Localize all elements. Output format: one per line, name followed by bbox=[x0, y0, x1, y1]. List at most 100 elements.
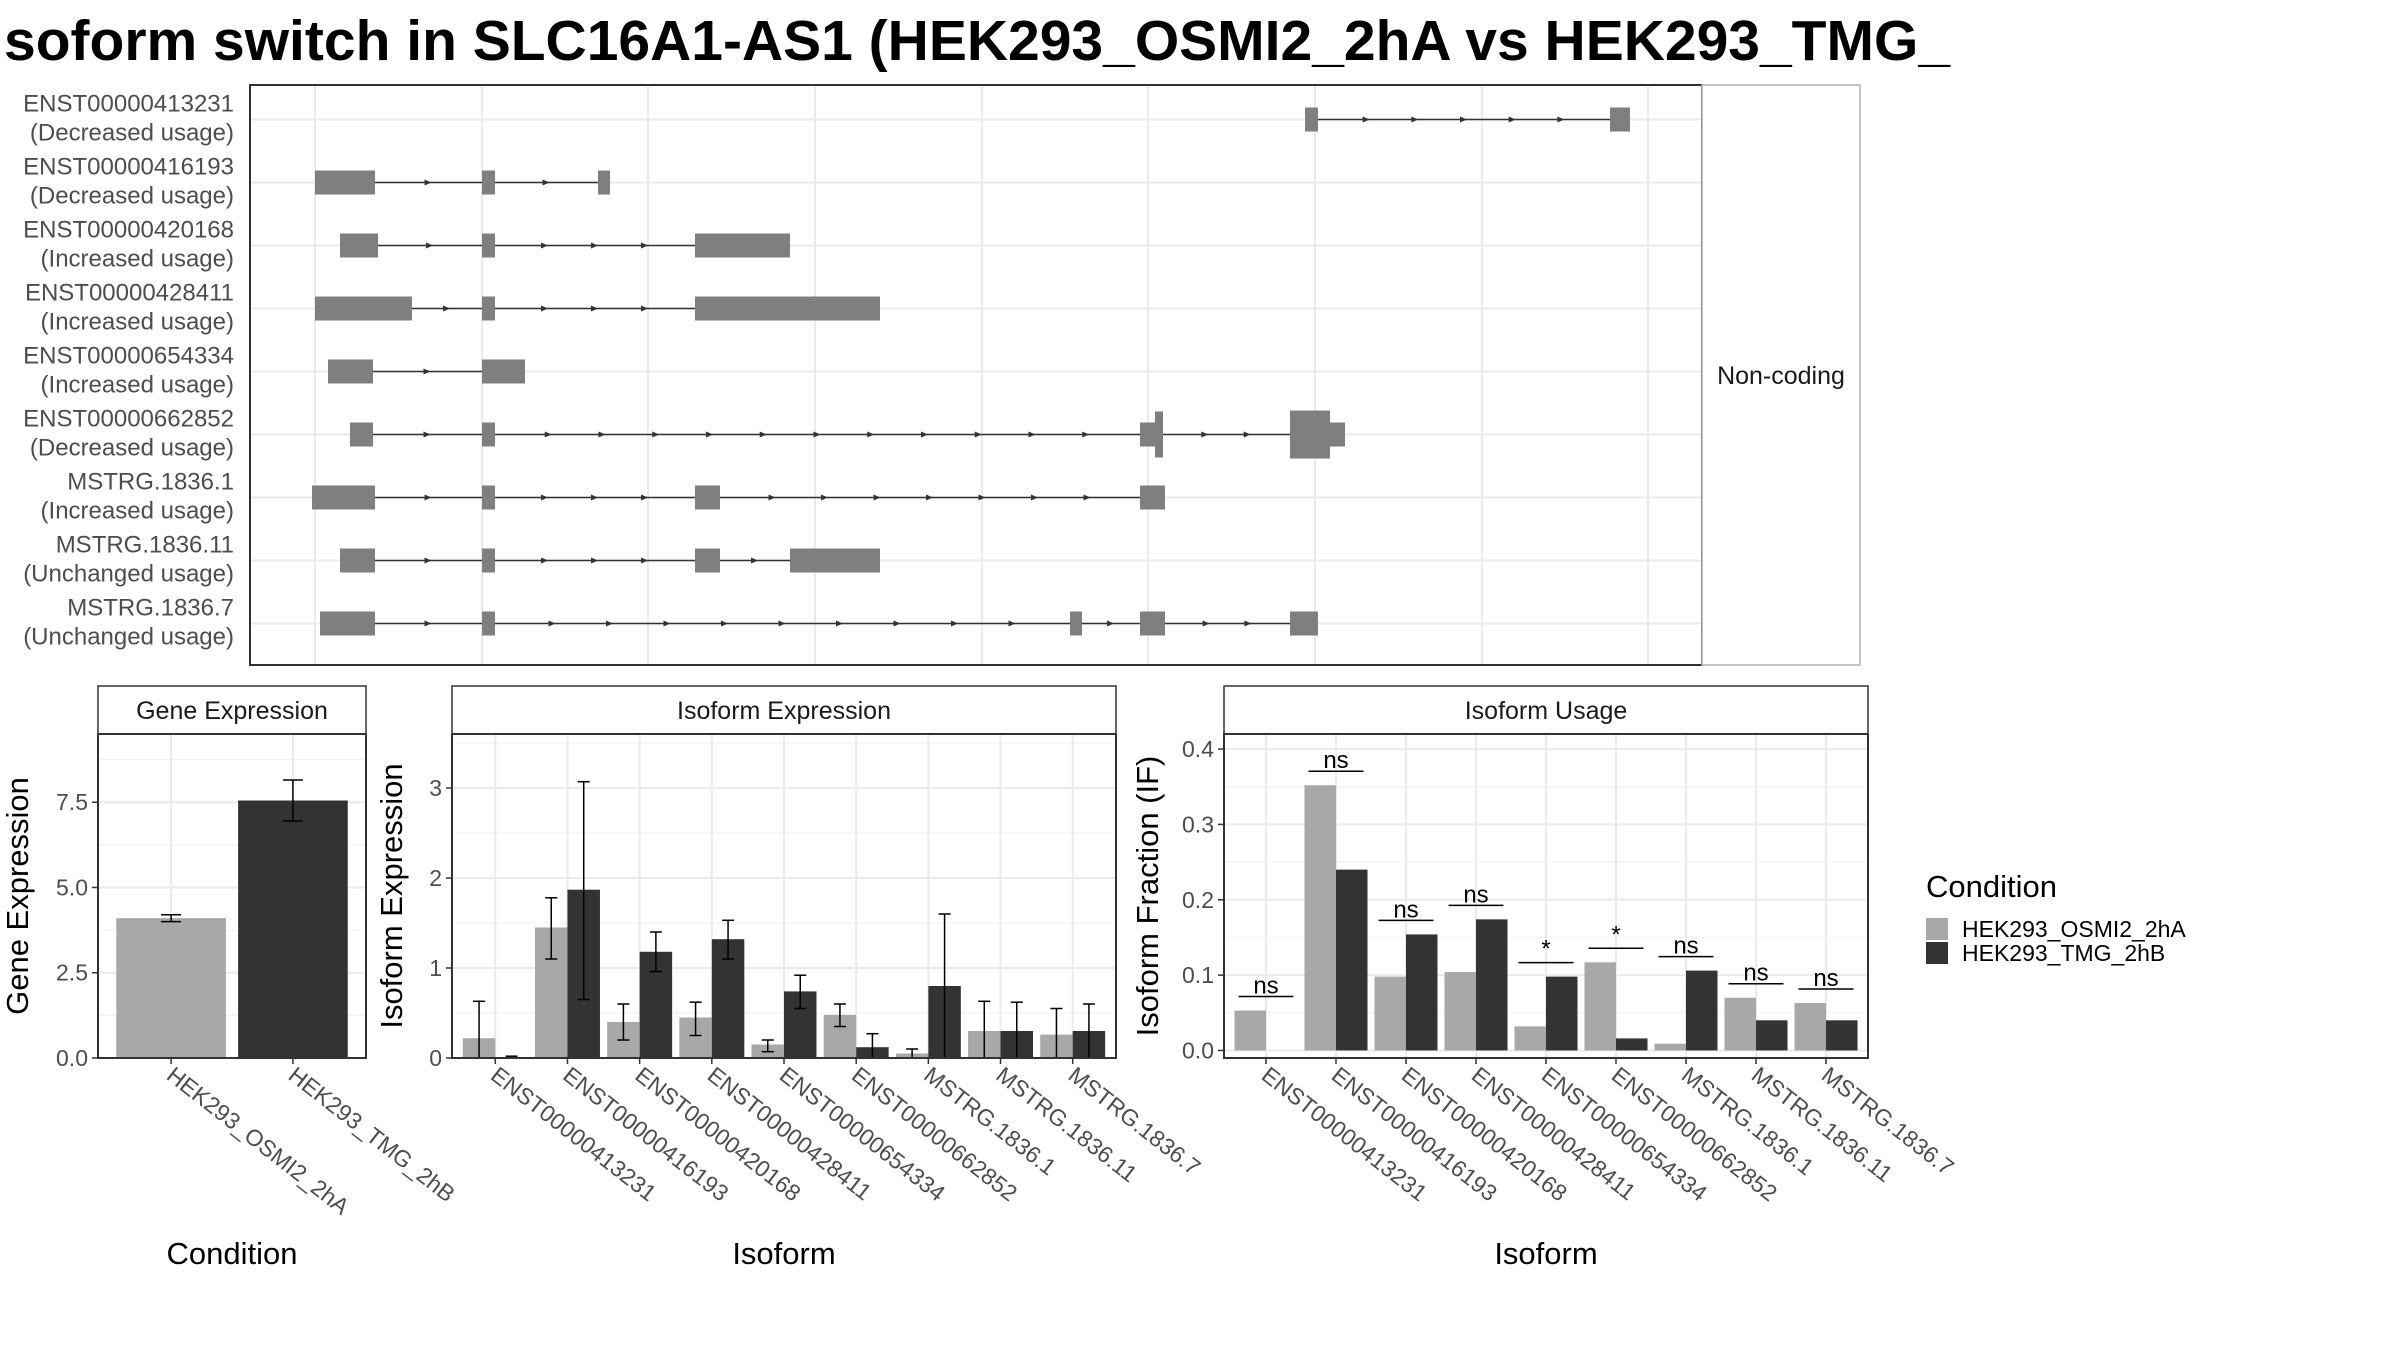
transcript-usage-label: (Increased usage) bbox=[41, 246, 234, 273]
strand-arrow bbox=[873, 494, 881, 501]
transcript-usage-label: (Decreased usage) bbox=[30, 183, 234, 210]
strand-arrow bbox=[1557, 116, 1565, 123]
transcript-usage-label: (Increased usage) bbox=[41, 372, 234, 399]
strand-arrow bbox=[1083, 494, 1091, 501]
transcript-row: MSTRG.1836.7(Unchanged usage) bbox=[23, 595, 1318, 651]
legend-swatch-tmg bbox=[1926, 942, 1948, 964]
y-tick-label: 2.5 bbox=[56, 960, 88, 986]
strand-arrow bbox=[1508, 116, 1516, 123]
figure-title: soform switch in SLC16A1-AS1 (HEK293_OSM… bbox=[4, 9, 1951, 73]
y-tick-label: 0.3 bbox=[1182, 811, 1214, 837]
transcript-usage-label: (Increased usage) bbox=[41, 498, 234, 525]
exon bbox=[328, 359, 373, 384]
strand-arrow bbox=[424, 557, 432, 564]
legend-label-tmg: HEK293_TMG_2hB bbox=[1962, 940, 2165, 966]
transcript-structure-panel: ENST00000413231(Decreased usage)ENST0000… bbox=[23, 84, 1861, 666]
exon bbox=[315, 170, 375, 195]
strand-arrow bbox=[591, 305, 598, 312]
exon bbox=[790, 548, 880, 573]
transcript-id-label: ENST00000416193 bbox=[23, 154, 234, 181]
x-axis-title: Isoform bbox=[1494, 1236, 1597, 1271]
y-tick-label: 0 bbox=[429, 1045, 442, 1071]
exon bbox=[695, 233, 790, 258]
exon bbox=[1330, 422, 1345, 447]
strand-arrow bbox=[821, 494, 828, 501]
transcript-id-label: MSTRG.1836.7 bbox=[67, 595, 234, 622]
panel-strip-title: Isoform Expression bbox=[677, 697, 891, 725]
strand-arrow bbox=[1460, 116, 1467, 123]
bar-osmi bbox=[1234, 1010, 1266, 1051]
exon bbox=[1290, 410, 1330, 459]
strand-arrow bbox=[424, 620, 432, 627]
strand-arrow bbox=[541, 557, 548, 564]
strand-arrow bbox=[721, 620, 728, 627]
isoform-usage-panel: Isoform Usage0.00.10.20.30.4nsENST000004… bbox=[1130, 685, 1959, 1271]
exon bbox=[1290, 611, 1318, 636]
transcript-row: ENST00000413231(Decreased usage) bbox=[23, 91, 1630, 147]
legend: Condition HEK293_OSMI2_2hA HEK293_TMG_2h… bbox=[1926, 869, 2186, 966]
x-axis-title: Condition bbox=[167, 1236, 298, 1271]
y-axis-title: Gene Expression bbox=[0, 777, 35, 1015]
strand-arrow bbox=[591, 494, 598, 501]
x-axis-title: Isoform bbox=[732, 1236, 835, 1271]
legend-title: Condition bbox=[1926, 869, 2057, 904]
strand-arrow bbox=[423, 431, 431, 438]
bar-osmi bbox=[1654, 1043, 1686, 1051]
exon bbox=[1610, 107, 1630, 132]
strand-arrow bbox=[606, 620, 613, 627]
strand-arrow bbox=[1411, 116, 1419, 123]
strand-arrow bbox=[1202, 620, 1210, 627]
bar-tmg bbox=[1756, 1020, 1788, 1051]
transcript-id-label: ENST00000654334 bbox=[23, 343, 234, 370]
significance-label: ns bbox=[1393, 896, 1418, 923]
strand-arrow bbox=[926, 494, 933, 501]
legend-label-osmi: HEK293_OSMI2_2hA bbox=[1962, 916, 2186, 942]
strand-arrow bbox=[751, 557, 758, 564]
strand-arrow bbox=[1008, 620, 1016, 627]
legend-swatch-osmi bbox=[1926, 918, 1948, 940]
gene-expression-panel: Gene Expression0.02.55.07.5HEK293_OSMI2_… bbox=[0, 685, 460, 1271]
exon bbox=[482, 422, 495, 447]
strand-arrow bbox=[974, 431, 982, 438]
bar-osmi bbox=[1374, 976, 1406, 1051]
significance-label: ns bbox=[1253, 973, 1278, 1000]
exon bbox=[1155, 411, 1163, 458]
exon bbox=[695, 548, 720, 573]
strand-arrow bbox=[759, 431, 767, 438]
strand-arrow bbox=[424, 494, 432, 501]
exon bbox=[482, 548, 495, 573]
strand-arrow bbox=[641, 557, 648, 564]
transcript-row: MSTRG.1836.11(Unchanged usage) bbox=[23, 532, 880, 588]
strand-arrow bbox=[768, 494, 776, 501]
panel-strip-title: Gene Expression bbox=[136, 697, 328, 725]
panel-strip bbox=[1223, 685, 1869, 735]
exon bbox=[1140, 485, 1165, 510]
strand-arrow bbox=[1201, 431, 1209, 438]
transcript-id-label: ENST00000413231 bbox=[23, 91, 234, 118]
exon bbox=[482, 170, 495, 195]
exon bbox=[1305, 107, 1318, 132]
strand-arrow bbox=[541, 494, 548, 501]
strand-arrow bbox=[641, 242, 648, 249]
y-tick-label: 1 bbox=[429, 955, 442, 981]
significance-label: * bbox=[1611, 921, 1620, 948]
bar-tmg bbox=[1616, 1038, 1648, 1051]
strand-arrow bbox=[591, 242, 598, 249]
exon bbox=[482, 485, 495, 510]
exon bbox=[312, 485, 375, 510]
y-tick-label: 0.0 bbox=[56, 1045, 88, 1071]
strand-arrow bbox=[548, 620, 556, 627]
y-tick-label: 7.5 bbox=[56, 789, 88, 815]
strand-arrow bbox=[641, 494, 648, 501]
strand-arrow bbox=[544, 431, 552, 438]
transcript-row: ENST00000428411(Increased usage) bbox=[25, 280, 880, 336]
y-tick-label: 5.0 bbox=[56, 874, 88, 900]
y-tick-label: 0.1 bbox=[1182, 962, 1214, 988]
transcript-usage-label: (Unchanged usage) bbox=[23, 624, 234, 651]
strand-arrow bbox=[921, 431, 928, 438]
transcript-row: MSTRG.1836.1(Increased usage) bbox=[41, 469, 1165, 525]
exon bbox=[482, 611, 495, 636]
significance-label: ns bbox=[1323, 747, 1348, 774]
transcript-id-label: ENST00000428411 bbox=[25, 280, 234, 307]
